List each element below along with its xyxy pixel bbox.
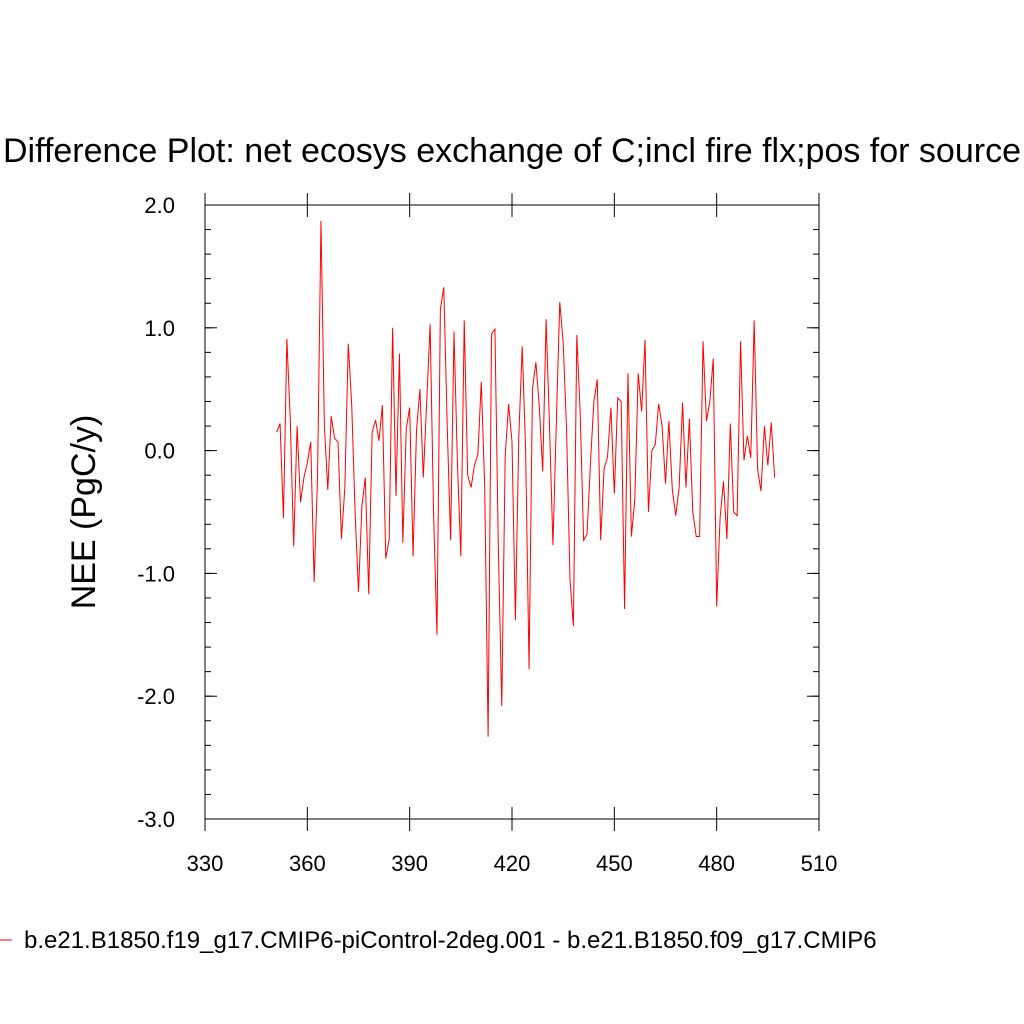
y-tick-label: -2.0 — [137, 684, 175, 709]
y-tick-label: -1.0 — [137, 561, 175, 586]
y-axis: 2.0 1.0 0.0 -1.0 -2.0 -3.0 — [137, 193, 819, 832]
chart-title: Difference Plot: net ecosys exchange of … — [3, 132, 1021, 170]
y-tick-label: -3.0 — [137, 807, 175, 832]
x-tick-label: 390 — [391, 851, 428, 876]
x-tick-label: 360 — [289, 851, 326, 876]
x-tick-label: 450 — [596, 851, 633, 876]
y-tick-label: 0.0 — [144, 439, 175, 464]
y-tick-label: 2.0 — [144, 193, 175, 218]
x-axis: 330 360 390 420 450 480 510 — [187, 193, 838, 876]
y-axis-label: NEE (PgC/y) — [65, 415, 103, 610]
x-tick-label: 330 — [187, 851, 224, 876]
x-tick-label: 420 — [494, 851, 531, 876]
series-layer — [276, 220, 776, 737]
series-line — [276, 220, 776, 737]
x-tick-label: 510 — [801, 851, 838, 876]
x-tick-label: 480 — [698, 851, 735, 876]
plot-frame — [204, 204, 820, 820]
y-tick-label: 1.0 — [144, 316, 175, 341]
legend-entry-label: b.e21.B1850.f19_g17.CMIP6-piControl-2deg… — [24, 927, 877, 954]
